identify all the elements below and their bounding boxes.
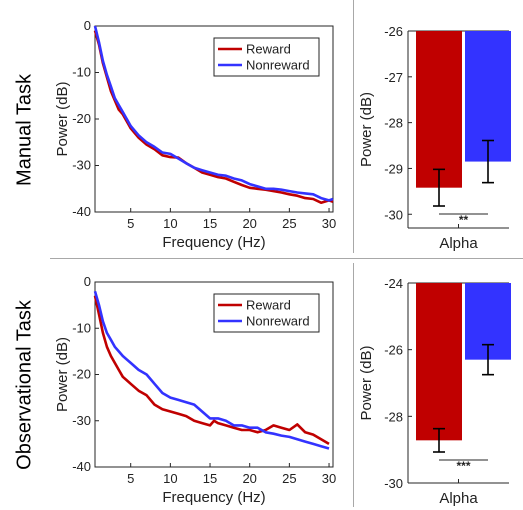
legend-label: Reward: [246, 42, 291, 57]
x-tick-label: 25: [282, 471, 296, 486]
x-axis-label: Alpha: [439, 235, 478, 252]
y-tick-label: -30: [72, 158, 91, 173]
x-tick-label: 15: [203, 216, 217, 231]
y-tick-label: -30: [72, 413, 91, 428]
legend-box: [213, 293, 320, 333]
y-tick-label: -30: [384, 476, 403, 491]
y-tick-label: 0: [84, 274, 91, 289]
y-tick-label: -24: [384, 276, 403, 291]
y-tick-label: -29: [384, 161, 403, 176]
x-tick-label: 30: [322, 216, 336, 231]
x-tick-label: 10: [163, 471, 177, 486]
legend-box: [213, 37, 320, 77]
x-tick-label: 20: [242, 216, 256, 231]
y-tick-label: -26: [384, 343, 403, 358]
x-tick-label: 10: [163, 216, 177, 231]
y-tick-label: -30: [384, 207, 403, 222]
x-tick-label: 15: [203, 471, 217, 486]
legend-label: Nonreward: [246, 58, 310, 73]
panel-divider-top: [353, 0, 354, 253]
x-axis-label: Frequency (Hz): [162, 234, 265, 251]
panel-4: -24 -26 -28 -30 Alpha Power (dB) ***: [358, 276, 511, 507]
x-tick-label: 20: [242, 471, 256, 486]
row-divider: [50, 258, 523, 259]
y-tick-label: -10: [72, 320, 91, 335]
panel-3: 5 10 15 20 25 30 0 -10 -20 -30 -40 Frequency (Hz) Po…: [54, 274, 336, 506]
y-tick-label: -28: [384, 409, 403, 424]
y-tick-label: 0: [84, 18, 91, 33]
y-tick-label: -28: [384, 116, 403, 131]
y-tick-label: -26: [384, 24, 403, 39]
panel-1: 5 10 15 20 25 30 0 -10 -20 -30 -40 Frequency (Hz) Po…: [54, 18, 336, 251]
y-axis-label: Power (dB): [54, 337, 71, 412]
y-tick-label: -40: [72, 204, 91, 219]
x-axis-label: Frequency (Hz): [162, 489, 265, 506]
x-tick-label: 5: [127, 471, 134, 486]
series-line-nonreward: [93, 25, 334, 202]
y-tick-label: -10: [72, 65, 91, 80]
x-tick-label: 30: [322, 471, 336, 486]
x-tick-label: 5: [127, 216, 134, 231]
y-axis-label: Power (dB): [358, 345, 375, 420]
y-tick-label: -20: [72, 111, 91, 126]
panel-divider-bottom: [353, 263, 354, 507]
x-axis-label: Alpha: [439, 490, 478, 507]
y-axis-label: Power (dB): [54, 81, 71, 156]
legend-label: Reward: [246, 298, 291, 313]
y-tick-label: -40: [72, 459, 91, 474]
y-tick-label: -27: [384, 70, 403, 85]
legend-label: Nonreward: [246, 314, 310, 329]
y-axis-label: Power (dB): [358, 92, 375, 167]
bar-reward: [416, 31, 462, 188]
y-tick-label: -20: [72, 367, 91, 382]
bar-reward: [416, 283, 462, 441]
significance-marker: **: [459, 213, 469, 227]
series-line-reward: [93, 30, 334, 204]
x-tick-label: 25: [282, 216, 296, 231]
series-line-nonreward: [93, 290, 330, 450]
series-line-reward: [93, 295, 330, 446]
significance-marker: ***: [456, 459, 470, 473]
panel-2: -26 -27 -28 -29 -30 Alpha Power (dB) **: [358, 24, 511, 252]
